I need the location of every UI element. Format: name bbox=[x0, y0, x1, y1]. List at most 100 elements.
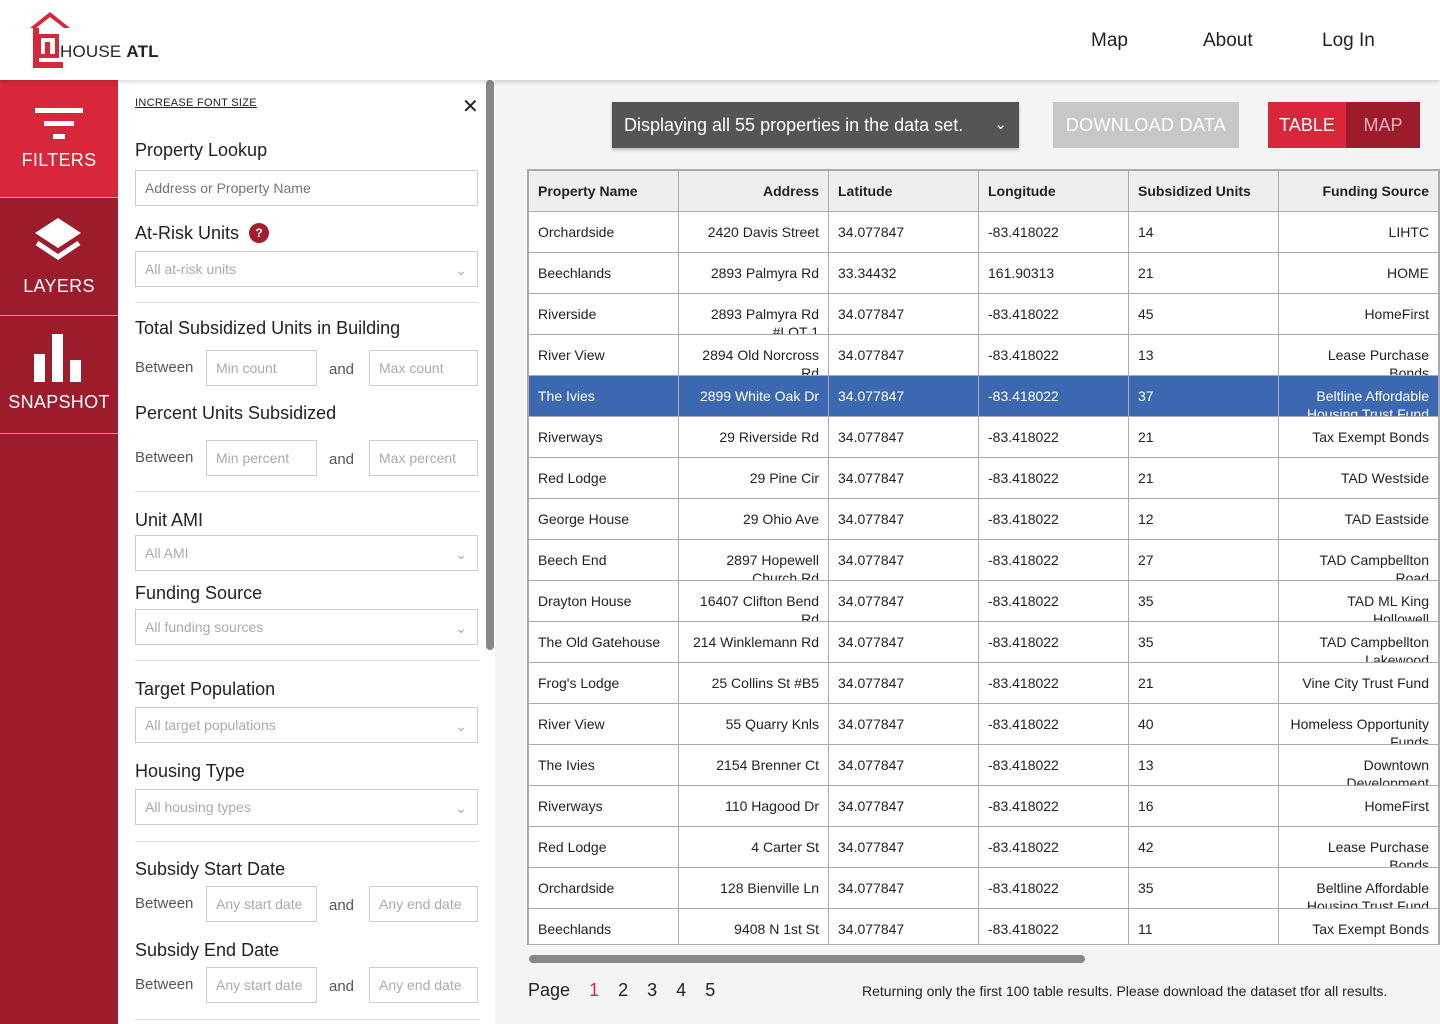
table-horizontal-scrollbar[interactable] bbox=[529, 955, 1085, 963]
end-date-min-input[interactable]: Any start date bbox=[206, 967, 317, 1003]
cell-text: 161.90313 bbox=[988, 265, 1055, 281]
table-cell: LIHTC bbox=[1278, 211, 1439, 253]
table-cell: Orchardside bbox=[528, 867, 679, 909]
chevron-down-icon: ⌄ bbox=[455, 620, 467, 636]
table-row[interactable]: Drayton House 16407 Clifton Bend Rd 34.077… bbox=[528, 580, 1439, 622]
column-header[interactable]: Subsidized Units bbox=[1128, 170, 1279, 212]
table-row[interactable]: Beechlands 9408 N 1st St 34.077847 -83.4180… bbox=[528, 908, 1439, 944]
cell-text: 34.077847 bbox=[838, 388, 905, 404]
sidebar-item-filters[interactable]: FILTERS bbox=[0, 80, 118, 198]
pagination: Page 1 2 3 4 5 bbox=[528, 980, 729, 1001]
min-count-input[interactable]: Min count bbox=[206, 350, 317, 386]
table-row[interactable]: Riverways 29 Riverside Rd 34.077847 -83.418… bbox=[528, 416, 1439, 458]
cell-text: -83.418022 bbox=[988, 511, 1059, 527]
table-view-toggle[interactable]: TABLE bbox=[1268, 102, 1346, 148]
download-data-button[interactable]: DOWNLOAD DATA bbox=[1053, 102, 1239, 148]
table-cell: 161.90313 bbox=[978, 252, 1129, 294]
cell-text: -83.418022 bbox=[988, 429, 1059, 445]
help-icon[interactable]: ? bbox=[249, 223, 270, 243]
column-header[interactable]: Property Name bbox=[528, 170, 679, 212]
table-row[interactable]: Frog's Lodge 25 Collins St #B5 34.077847 -8… bbox=[528, 662, 1439, 704]
map-view-toggle[interactable]: MAP bbox=[1346, 102, 1420, 148]
table-row[interactable]: Red Lodge 29 Pine Cir 34.077847 -83.418022 2… bbox=[528, 457, 1439, 499]
sidebar-item-snapshot[interactable]: SNAPSHOT bbox=[0, 316, 118, 434]
table-row[interactable]: The Ivies 2899 White Oak Dr 34.077847 -83.4… bbox=[528, 375, 1439, 417]
cell-text: TAD Westside bbox=[1340, 470, 1429, 486]
table-cell: -83.418022 bbox=[978, 334, 1129, 376]
table-cell: 13 bbox=[1128, 744, 1279, 786]
table-row[interactable]: River View 2894 Old Norcross Rd 34.077847 -… bbox=[528, 334, 1439, 376]
cell-text: The Old Gatehouse bbox=[538, 634, 661, 650]
funding-source-select[interactable]: All funding sources ⌄ bbox=[135, 609, 478, 645]
table-row[interactable]: Beechlands 2893 Palmyra Rd 33.34432 161.903… bbox=[528, 252, 1439, 294]
filters-scrollbar[interactable] bbox=[486, 80, 494, 650]
cell-text: -83.418022 bbox=[988, 716, 1059, 732]
table-cell: 11 bbox=[1128, 908, 1279, 944]
column-header[interactable]: Latitude bbox=[828, 170, 979, 212]
at-risk-units-select[interactable]: All at-risk units ⌄ bbox=[135, 251, 478, 287]
cell-text: River View bbox=[538, 716, 605, 732]
funding-source-label: Funding Source bbox=[135, 583, 263, 603]
max-percent-input[interactable]: Max percent bbox=[369, 440, 478, 476]
table-cell: -83.418022 bbox=[978, 621, 1129, 663]
table-cell: The Old Gatehouse bbox=[528, 621, 679, 663]
page-link[interactable]: 1 bbox=[589, 980, 600, 1000]
cell-text: -83.418022 bbox=[988, 593, 1059, 609]
cell-text: Riverways bbox=[538, 429, 603, 445]
property-lookup-input[interactable] bbox=[135, 170, 478, 206]
min-percent-input[interactable]: Min percent bbox=[206, 440, 317, 476]
table-cell: Drayton House bbox=[528, 580, 679, 622]
nav-map-link[interactable]: Map bbox=[1091, 30, 1128, 51]
table-cell: 2420 Davis Street bbox=[678, 211, 829, 253]
table-row[interactable]: Riverways 110 Hagood Dr 34.077847 -83.41802… bbox=[528, 785, 1439, 827]
table-row[interactable]: Beech End 2897 Hopewell Church Rd 34.07784… bbox=[528, 539, 1439, 581]
table-cell: HomeFirst bbox=[1278, 293, 1439, 335]
housing-type-select[interactable]: All housing types ⌄ bbox=[135, 789, 478, 825]
cell-text: Riverside bbox=[538, 306, 597, 322]
sidebar-item-label: LAYERS bbox=[23, 276, 95, 296]
page-link[interactable]: 5 bbox=[705, 980, 716, 1000]
unit-ami-label: Unit AMI bbox=[135, 510, 204, 530]
divider bbox=[135, 660, 478, 661]
table-row[interactable]: Orchardside 128 Bienville Ln 34.077847 -83.… bbox=[528, 867, 1439, 909]
table-cell: 2893 Palmyra Rd #LOT 1 bbox=[678, 293, 829, 335]
house-atl-logo[interactable]: HOUSE ATL bbox=[30, 12, 160, 70]
cell-text: 35 bbox=[1138, 880, 1154, 896]
and-text: and bbox=[329, 978, 355, 995]
table-row[interactable]: Riverside 2893 Palmyra Rd #LOT 1 34.077847… bbox=[528, 293, 1439, 335]
cell-text: 45 bbox=[1138, 306, 1154, 322]
table-row[interactable]: The Old Gatehouse 214 Winklemann Rd 34.077… bbox=[528, 621, 1439, 663]
column-header[interactable]: Address bbox=[678, 170, 829, 212]
page-link[interactable]: 2 bbox=[618, 980, 629, 1000]
table-row[interactable]: River View 55 Quarry Knls 34.077847 -83.418… bbox=[528, 703, 1439, 745]
increase-font-size-link[interactable]: INCREASE FONT SIZE bbox=[135, 97, 257, 109]
unit-ami-select[interactable]: All AMI ⌄ bbox=[135, 535, 478, 571]
table-row[interactable]: George House 29 Ohio Ave 34.077847 -83.4180… bbox=[528, 498, 1439, 540]
target-population-select[interactable]: All target populations ⌄ bbox=[135, 707, 478, 743]
table-cell: 214 Winklemann Rd bbox=[678, 621, 829, 663]
start-date-min-input[interactable]: Any start date bbox=[206, 886, 317, 922]
sidebar-item-layers[interactable]: LAYERS bbox=[0, 198, 118, 316]
cell-text: 21 bbox=[1138, 675, 1154, 691]
table-row[interactable]: The Ivies 2154 Brenner Ct 34.077847 -83.418… bbox=[528, 744, 1439, 786]
cell-text: 14 bbox=[1138, 224, 1154, 240]
table-row[interactable]: Red Lodge 4 Carter St 34.077847 -83.418022 4… bbox=[528, 826, 1439, 868]
end-date-max-input[interactable]: Any end date bbox=[369, 967, 478, 1003]
start-date-max-input[interactable]: Any end date bbox=[369, 886, 478, 922]
nav-login-link[interactable]: Log In bbox=[1322, 30, 1375, 51]
page-link[interactable]: 3 bbox=[647, 980, 658, 1000]
properties-display-dropdown[interactable]: Displaying all 55 properties in the data… bbox=[612, 102, 1019, 148]
max-count-input[interactable]: Max count bbox=[369, 350, 478, 386]
page-link[interactable]: 4 bbox=[676, 980, 687, 1000]
cell-text: -83.418022 bbox=[988, 675, 1059, 691]
close-icon[interactable]: ✕ bbox=[462, 96, 479, 118]
cell-text: HomeFirst bbox=[1364, 798, 1429, 814]
layers-icon bbox=[35, 218, 81, 261]
column-header[interactable]: Funding Source bbox=[1278, 170, 1439, 212]
table-cell: 21 bbox=[1128, 252, 1279, 294]
divider bbox=[135, 302, 478, 303]
nav-about-link[interactable]: About bbox=[1203, 30, 1253, 51]
table-cell: -83.418022 bbox=[978, 703, 1129, 745]
table-row[interactable]: Orchardside 2420 Davis Street 34.077847 -83… bbox=[528, 211, 1439, 253]
column-header[interactable]: Longitude bbox=[978, 170, 1129, 212]
